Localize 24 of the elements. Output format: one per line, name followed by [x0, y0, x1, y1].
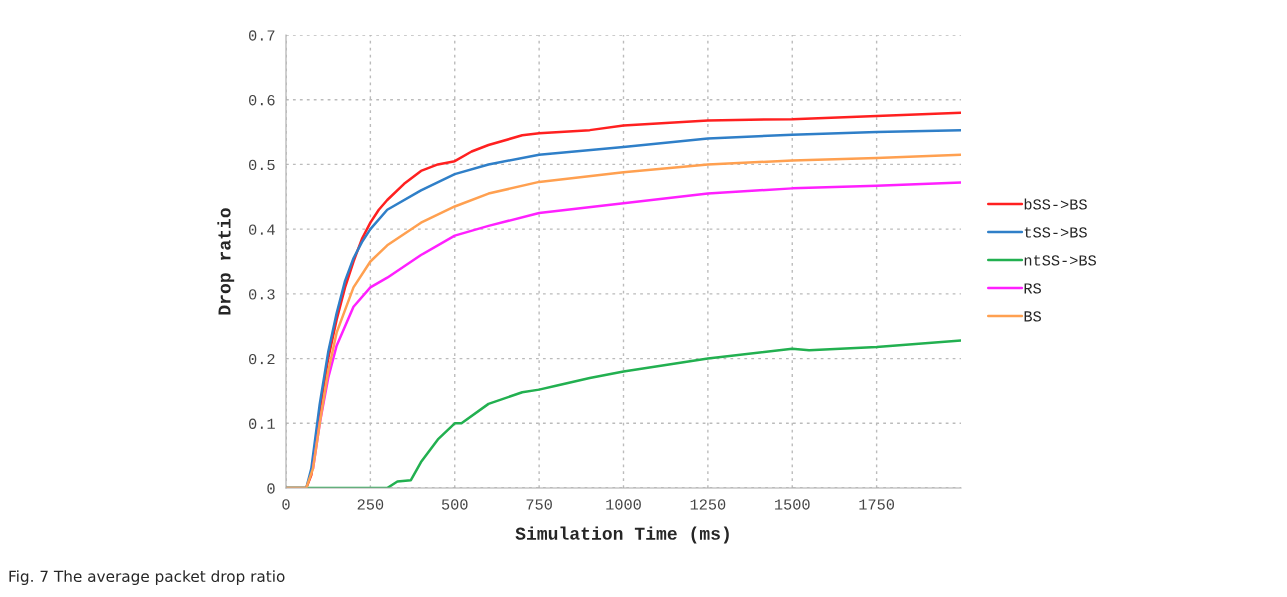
- y-tick-label: 0.2: [249, 353, 275, 365]
- x-tick-label: 1500: [775, 499, 810, 510]
- y-tick-label: 0.4: [249, 224, 275, 235]
- legend-label: RS: [1024, 283, 1041, 294]
- y-tick-label: 0: [267, 483, 275, 494]
- x-axis-title: Simulation Time (ms): [515, 526, 729, 544]
- caption: Fig. 7 The average packet drop ratio: [9, 570, 285, 585]
- y-tick-label: 0.1: [249, 418, 275, 429]
- x-tick-label: 0: [282, 499, 290, 510]
- y-tick-label: 0.7: [249, 30, 275, 41]
- legend-label: BS: [1024, 311, 1041, 322]
- x-tick-label: 750: [526, 499, 552, 510]
- x-tick-label: 250: [357, 499, 384, 510]
- x-tick-label: 1250: [690, 499, 726, 510]
- legend-label: tSS->BS: [1024, 227, 1087, 238]
- x-tick-label: 1750: [859, 499, 895, 510]
- y-axis-title: Drop ratio: [217, 208, 235, 315]
- x-tick-label: 1000: [606, 499, 641, 510]
- legend-label: ntSS->BS: [1024, 255, 1096, 266]
- x-tick-label: 500: [441, 499, 468, 510]
- y-tick-label: 0.5: [249, 159, 275, 171]
- y-tick-label: 0.6: [249, 95, 275, 106]
- y-tick-label: 0.3: [249, 289, 275, 300]
- legend-label: bSS->BS: [1024, 198, 1087, 210]
